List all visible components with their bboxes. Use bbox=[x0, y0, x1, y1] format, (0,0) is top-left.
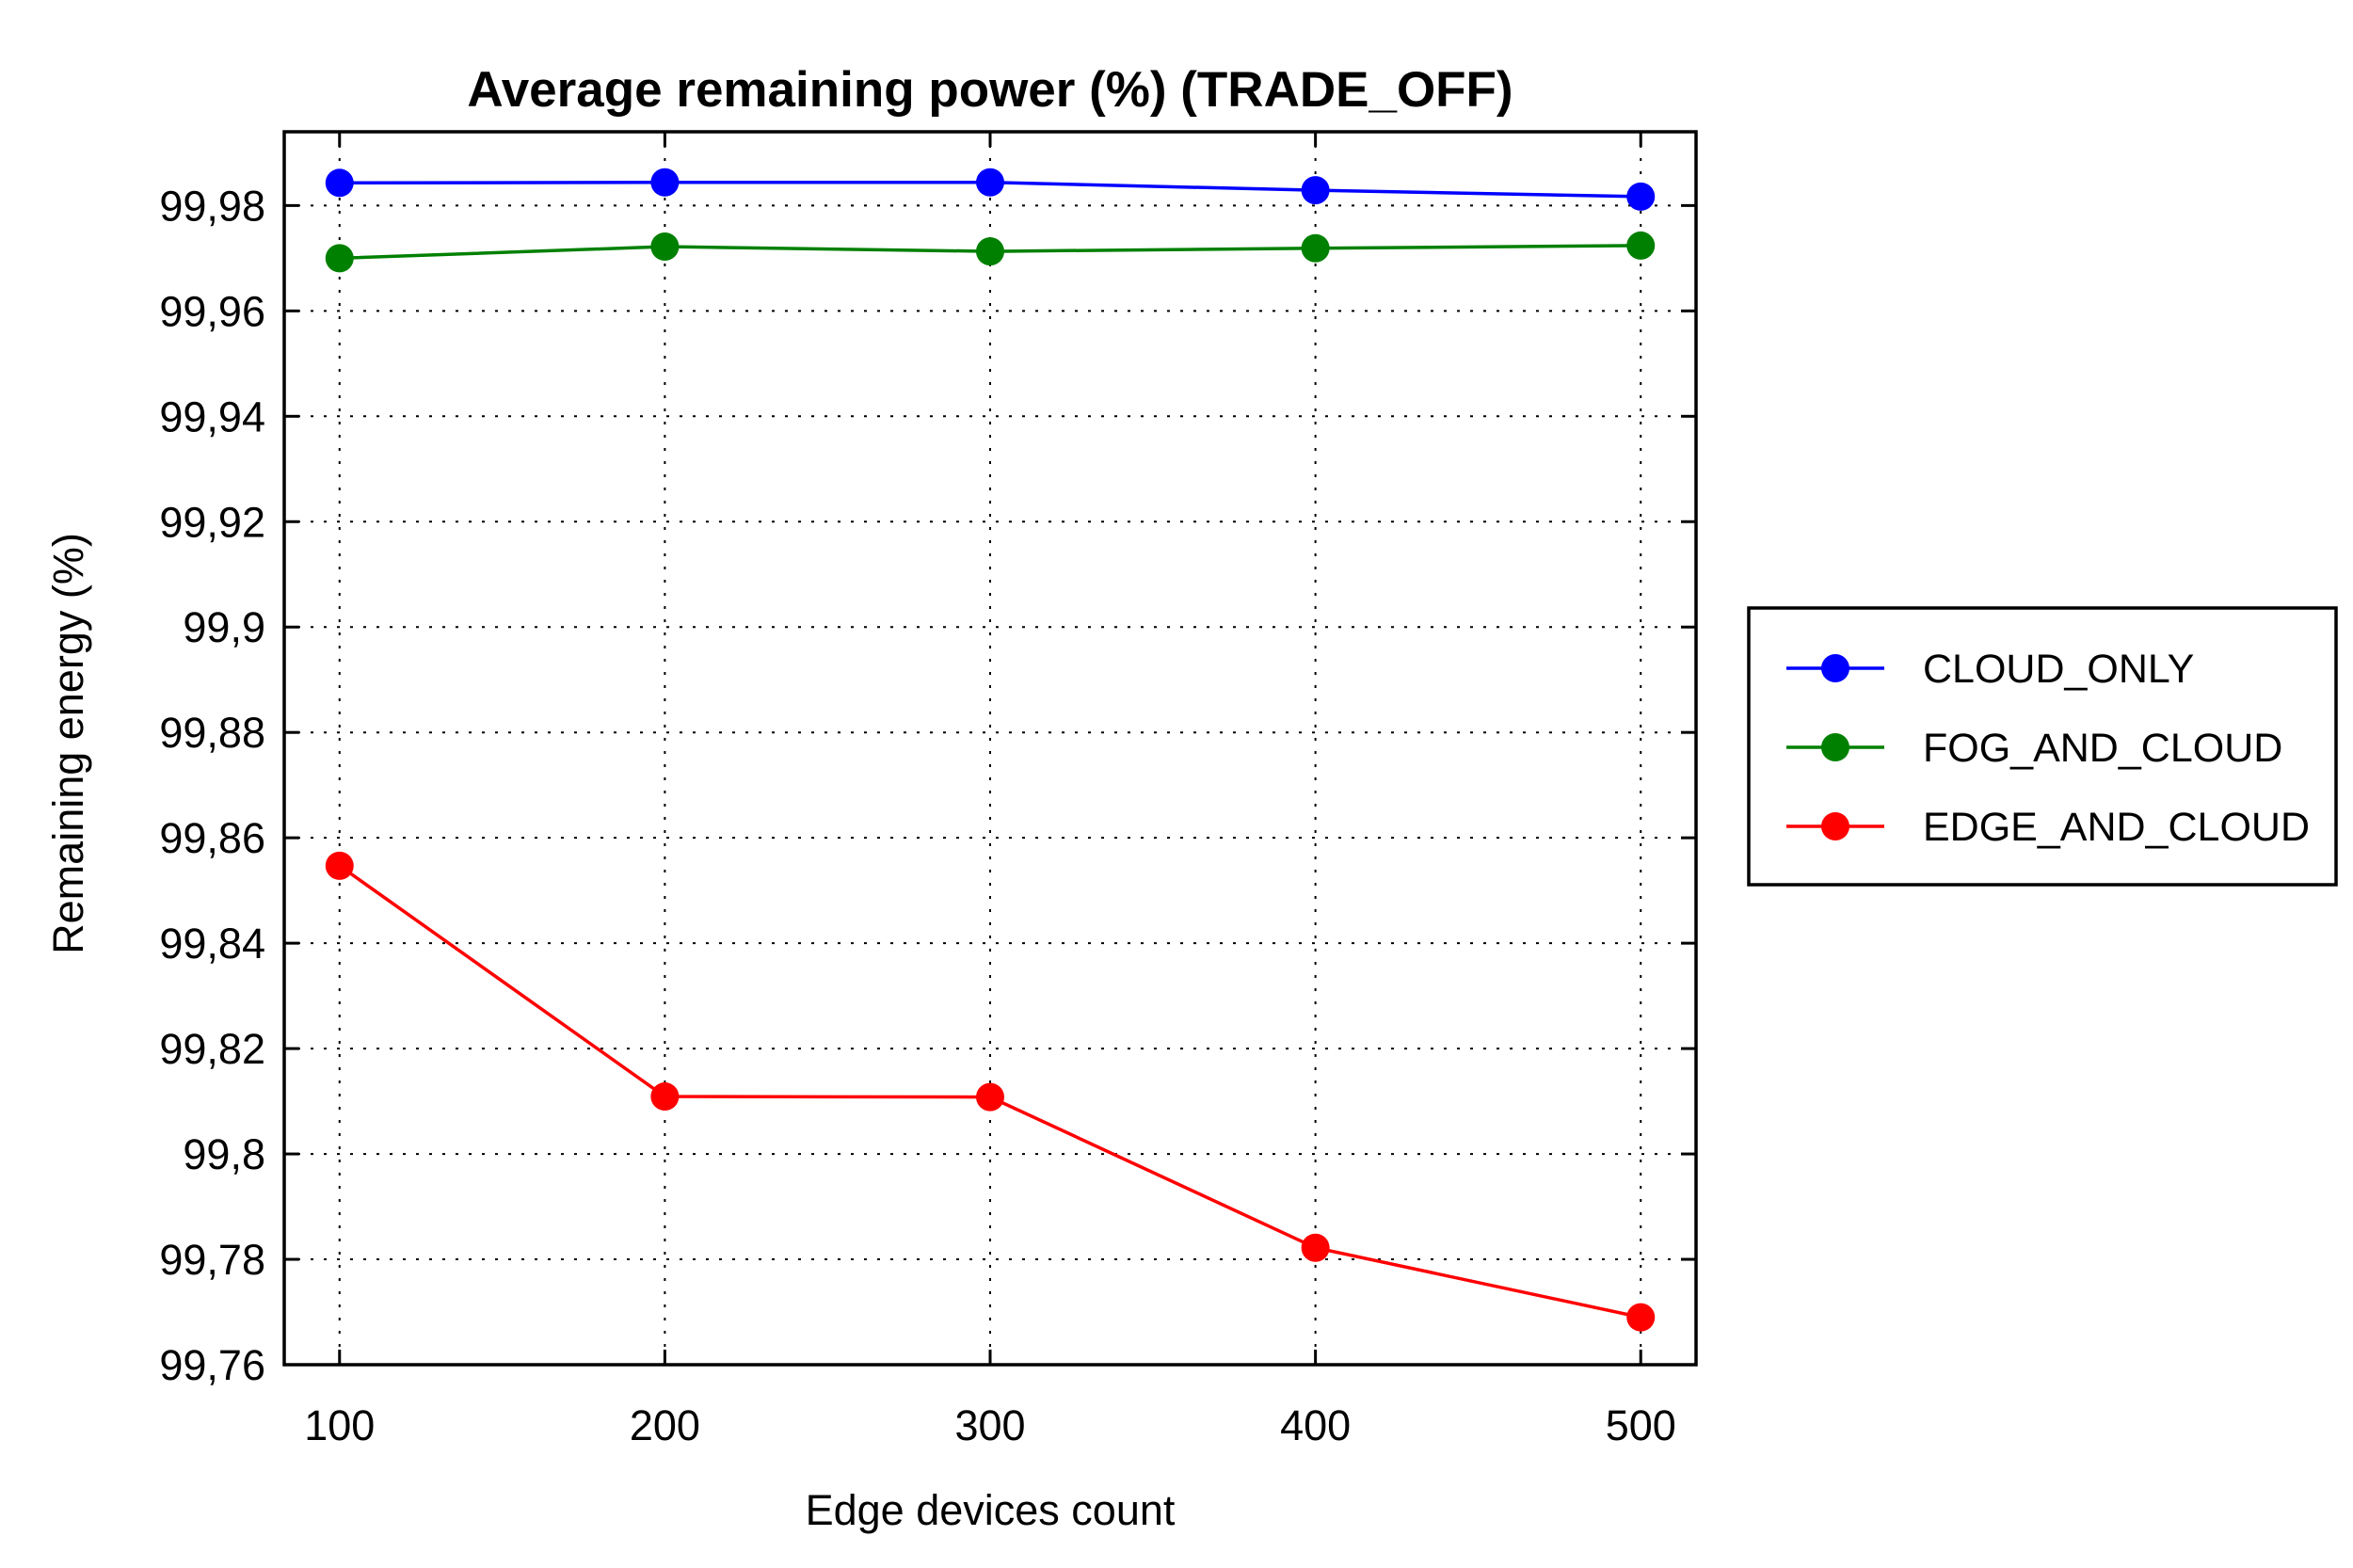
y-tick-label: 99,88 bbox=[159, 709, 265, 757]
y-tick-label: 99,76 bbox=[159, 1341, 265, 1389]
y-tick-label: 99,92 bbox=[159, 498, 265, 546]
y-tick-label: 99,8 bbox=[183, 1130, 265, 1178]
axis-ticks: 100 200 300 400 500 99,76 99,78 99,8 99,82 99,84 9… bbox=[159, 132, 1696, 1449]
data-point-cloud-only bbox=[1626, 182, 1656, 211]
plot-frame bbox=[282, 130, 1698, 1367]
data-point-edge-and-cloud bbox=[1301, 1233, 1330, 1262]
x-axis-label: Edge devices count bbox=[806, 1486, 1176, 1534]
legend-marker-fog-and-cloud bbox=[1821, 733, 1849, 761]
data-point-fog-and-cloud bbox=[650, 232, 680, 262]
y-tick-label: 99,9 bbox=[183, 603, 265, 651]
data-point-fog-and-cloud bbox=[1301, 233, 1330, 263]
data-point-cloud-only bbox=[1301, 176, 1330, 205]
y-tick-label: 99,96 bbox=[159, 287, 265, 335]
data-point-edge-and-cloud bbox=[976, 1082, 1004, 1112]
legend-label-fog-and-cloud: FOG_AND_CLOUD bbox=[1923, 726, 2282, 771]
y-tick-label: 99,82 bbox=[159, 1025, 265, 1073]
x-tick-label: 200 bbox=[630, 1401, 700, 1449]
x-tick-label: 500 bbox=[1606, 1401, 1676, 1449]
legend: CLOUD_ONLY FOG_AND_CLOUD EDGE_AND_CLOUD bbox=[1747, 606, 2338, 887]
x-tick-label: 100 bbox=[304, 1401, 375, 1449]
y-tick-label: 99,98 bbox=[159, 182, 265, 230]
data-point-cloud-only bbox=[325, 168, 354, 198]
data-point-edge-and-cloud bbox=[650, 1082, 680, 1112]
data-point-cloud-only bbox=[976, 168, 1004, 197]
legend-box bbox=[1747, 606, 2338, 887]
y-tick-label: 99,86 bbox=[159, 814, 265, 862]
y-tick-label: 99,94 bbox=[159, 392, 265, 440]
data-point-fog-and-cloud bbox=[1626, 231, 1656, 260]
series-layer bbox=[325, 168, 1656, 1332]
grid bbox=[284, 132, 1696, 1366]
legend-marker-cloud-only bbox=[1821, 654, 1849, 682]
x-tick-label: 400 bbox=[1280, 1401, 1351, 1449]
x-tick-label: 300 bbox=[954, 1401, 1025, 1449]
data-point-edge-and-cloud bbox=[1626, 1303, 1656, 1332]
legend-label-cloud-only: CLOUD_ONLY bbox=[1923, 647, 2194, 692]
y-axis-label: Remaining energy (%) bbox=[44, 533, 92, 954]
data-point-edge-and-cloud bbox=[325, 851, 354, 880]
legend-marker-edge-and-cloud bbox=[1821, 812, 1849, 840]
y-tick-label: 99,78 bbox=[159, 1236, 265, 1284]
data-point-fog-and-cloud bbox=[325, 244, 354, 273]
data-point-cloud-only bbox=[650, 168, 680, 197]
chart-title: Average remaining power (%) (TRADE_OFF) bbox=[467, 62, 1513, 118]
data-point-fog-and-cloud bbox=[976, 237, 1004, 266]
legend-label-edge-and-cloud: EDGE_AND_CLOUD bbox=[1923, 805, 2310, 850]
y-tick-label: 99,84 bbox=[159, 920, 265, 968]
